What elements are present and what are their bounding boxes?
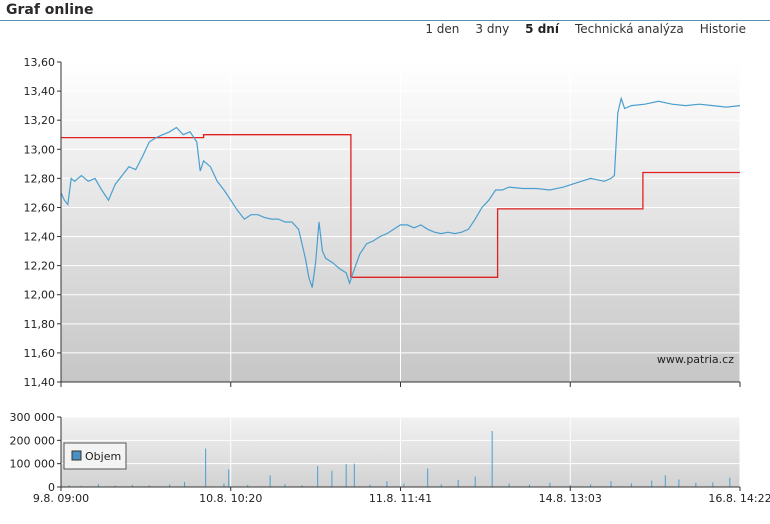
price-ytick-label: 12,60 <box>24 201 56 214</box>
price-ytick-label: 13,00 <box>24 143 56 156</box>
price-ytick-label: 12,40 <box>24 231 56 244</box>
tab-historie[interactable]: Historie <box>699 22 746 36</box>
tab-1-den[interactable]: 1 den <box>425 22 460 36</box>
xtick-label: 14.8. 13:03 <box>539 492 602 505</box>
watermark: www.patria.cz <box>657 353 734 366</box>
tab-5-dni[interactable]: 5 dní <box>525 22 559 36</box>
price-ytick-label: 11,60 <box>24 347 56 360</box>
price-ytick-label: 11,40 <box>24 376 56 389</box>
reference-price-line <box>61 134 740 278</box>
xtick-label: 16.8. 14:22 <box>708 492 770 505</box>
price-ytick-label: 13,40 <box>24 85 56 98</box>
volume-ytick-label: 300 000 <box>10 411 56 424</box>
price-ytick-label: 12,20 <box>24 260 56 273</box>
volume-ytick-label: 0 <box>48 481 55 494</box>
xtick-label: 9.8. 09:00 <box>33 492 89 505</box>
volume-ytick-label: 200 000 <box>10 434 56 447</box>
range-tabs: 1 den 3 dny 5 dní Technická analýza Hist… <box>409 22 746 36</box>
volume-ytick-label: 100 000 <box>10 458 56 471</box>
title-bar: Graf online <box>0 0 770 21</box>
tab-technicka-analyza[interactable]: Technická analýza <box>574 22 684 36</box>
page-title: Graf online <box>6 2 94 18</box>
price-ytick-label: 12,00 <box>24 289 56 302</box>
xtick-label: 11.8. 11:41 <box>369 492 432 505</box>
xtick-label: 10.8. 10:20 <box>199 492 262 505</box>
legend-label: Objem <box>85 450 121 463</box>
legend-swatch <box>71 450 82 461</box>
price-ytick-label: 12,80 <box>24 172 56 185</box>
tab-3-dny[interactable]: 3 dny <box>475 22 510 36</box>
price-series-line <box>60 96 741 288</box>
price-ytick-label: 11,80 <box>24 318 56 331</box>
price-ytick-label: 13,60 <box>24 56 56 69</box>
volume-legend: Objem <box>63 442 127 470</box>
price-ytick-label: 13,20 <box>24 114 56 127</box>
